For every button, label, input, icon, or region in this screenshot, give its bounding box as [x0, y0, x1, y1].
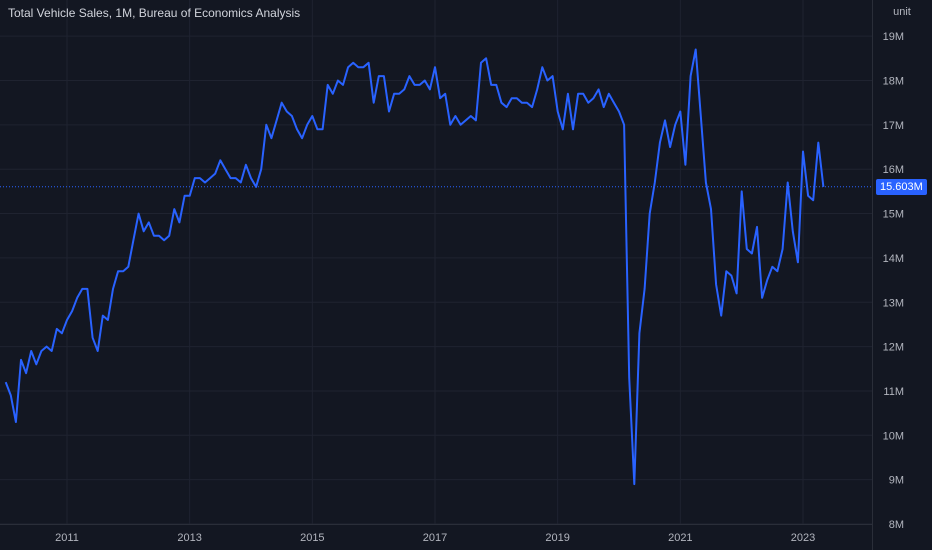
chart-grid	[0, 0, 872, 525]
x-tick-label: 2017	[423, 532, 447, 544]
x-axis-ticks: 2011 2013 2015 2017 2019 2021 2023	[55, 532, 815, 544]
y-tick-label: 8M	[889, 519, 904, 531]
y-tick-label: 18M	[883, 76, 904, 88]
x-tick-label: 2015	[300, 532, 324, 544]
series-group	[4, 48, 825, 486]
x-tick-label: 2013	[177, 532, 201, 544]
y-axis-ticks: 8M 9M 10M 11M 12M 13M 14M 15M 16M 17M 18M 19M	[883, 31, 904, 531]
y-tick-label: 13M	[883, 297, 904, 309]
chart-title: Total Vehicle Sales, 1M, Bureau of Econo…	[8, 6, 301, 20]
last-value-badge: 15.603M	[876, 179, 927, 195]
y-tick-label: 14M	[883, 253, 904, 265]
unit-label: unit	[893, 6, 911, 18]
x-tick-label: 2023	[791, 532, 815, 544]
y-tick-label: 17M	[883, 120, 904, 132]
y-tick-label: 9M	[889, 475, 904, 487]
x-tick-label: 2011	[55, 532, 79, 544]
y-tick-label: 15M	[883, 209, 904, 221]
series-line	[4, 48, 825, 486]
x-tick-label: 2019	[545, 532, 569, 544]
time-axis-divider	[0, 524, 872, 525]
price-axis-divider	[872, 0, 873, 550]
y-tick-label: 11M	[883, 386, 904, 398]
y-tick-label: 16M	[883, 164, 904, 176]
y-tick-label: 19M	[883, 31, 904, 43]
x-tick-label: 2021	[668, 532, 692, 544]
y-tick-label: 12M	[883, 342, 904, 354]
y-tick-label: 10M	[883, 430, 904, 442]
